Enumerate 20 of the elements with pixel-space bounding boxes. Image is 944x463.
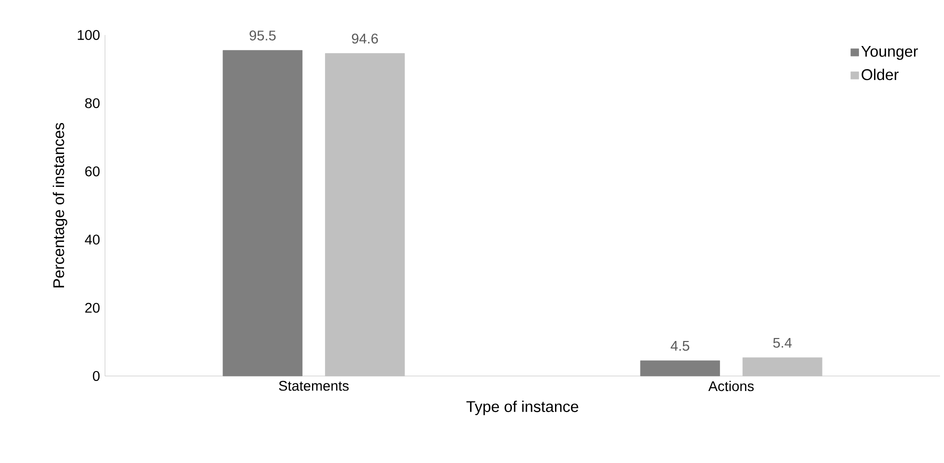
y-tick-label: 80 bbox=[85, 98, 100, 108]
x-axis-title: Type of instance bbox=[466, 400, 578, 416]
bar bbox=[742, 357, 822, 376]
y-tick-label: 40 bbox=[84, 234, 100, 245]
legend-label: Older bbox=[862, 68, 899, 80]
x-tick-label: Statements bbox=[278, 380, 349, 391]
bar bbox=[325, 53, 405, 376]
y-tick-label: 60 bbox=[85, 166, 100, 176]
y-tick-label: 0 bbox=[92, 371, 100, 381]
y-axis-title: Percentage of instances bbox=[52, 122, 68, 288]
bar bbox=[640, 360, 720, 376]
data-label: 95.5 bbox=[250, 30, 276, 40]
bar bbox=[222, 50, 302, 376]
y-tick-label: 20 bbox=[85, 302, 100, 313]
data-label: 94.6 bbox=[352, 34, 378, 44]
legend-label: Younger bbox=[861, 46, 918, 60]
data-label: 5.4 bbox=[773, 338, 792, 348]
data-label: 4.5 bbox=[670, 341, 690, 351]
y-tick-label: 100 bbox=[78, 30, 100, 40]
x-tick-label: Actions bbox=[708, 380, 754, 392]
